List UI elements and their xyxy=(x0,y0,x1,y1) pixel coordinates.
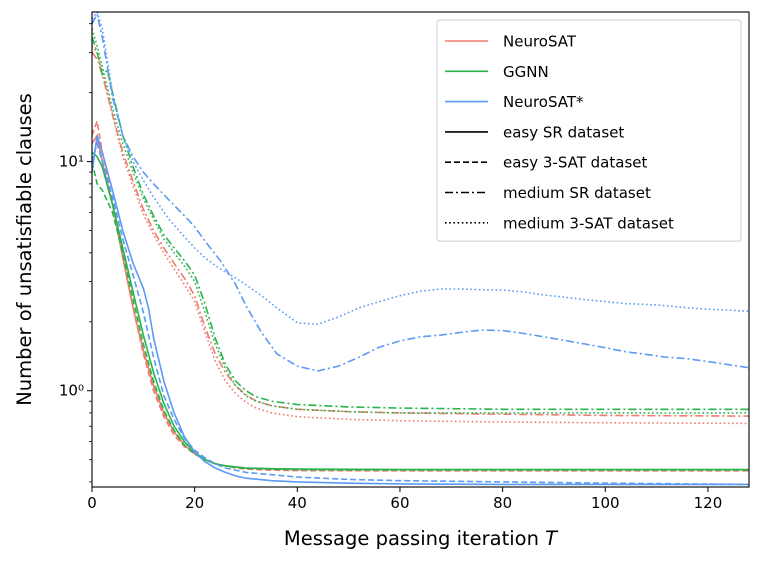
series-line-7 xyxy=(92,28,749,414)
plot-frame xyxy=(91,11,750,488)
series-line-10 xyxy=(92,12,749,372)
series-line-11 xyxy=(92,12,749,326)
x-tick-label: 20 xyxy=(185,494,204,512)
x-axis-label-text: Message passing iteration xyxy=(284,527,539,550)
legend-label: medium 3-SAT dataset xyxy=(503,214,674,232)
legend: NeuroSAT GGNN NeuroSAT* easy SR dataset easy… xyxy=(436,19,742,242)
legend-label: easy SR dataset xyxy=(503,123,624,141)
x-tick-label: 40 xyxy=(288,494,307,512)
y-tick-label: 10⁰ xyxy=(59,382,84,400)
x-tick-label: 0 xyxy=(87,494,97,512)
series-line-9 xyxy=(92,140,749,486)
series-line-8 xyxy=(92,135,749,486)
axis-ticks: 0 20 40 60 80 100 120 10⁰ 10¹ xyxy=(59,23,723,512)
x-tick-label: 80 xyxy=(493,494,512,512)
x-axis-label: Message passing iteration T xyxy=(284,527,559,550)
x-axis-label-variable: T xyxy=(545,527,559,550)
x-tick-label: 60 xyxy=(390,494,409,512)
legend-label: easy 3-SAT dataset xyxy=(503,154,647,172)
legend-label: NeuroSAT* xyxy=(503,93,584,111)
legend-label: medium SR dataset xyxy=(503,184,651,202)
series-layer xyxy=(92,12,749,486)
series-line-1 xyxy=(92,118,749,472)
legend-box xyxy=(436,19,742,242)
y-axis-label: Number of unsatisfiable clauses xyxy=(13,93,36,406)
y-tick-label: 10¹ xyxy=(59,153,84,171)
legend-label: NeuroSAT xyxy=(503,33,577,51)
legend-label: GGNN xyxy=(503,63,549,81)
series-line-5 xyxy=(92,161,749,471)
x-tick-label: 100 xyxy=(591,494,620,512)
series-line-2 xyxy=(92,51,749,417)
x-tick-label: 120 xyxy=(694,494,723,512)
